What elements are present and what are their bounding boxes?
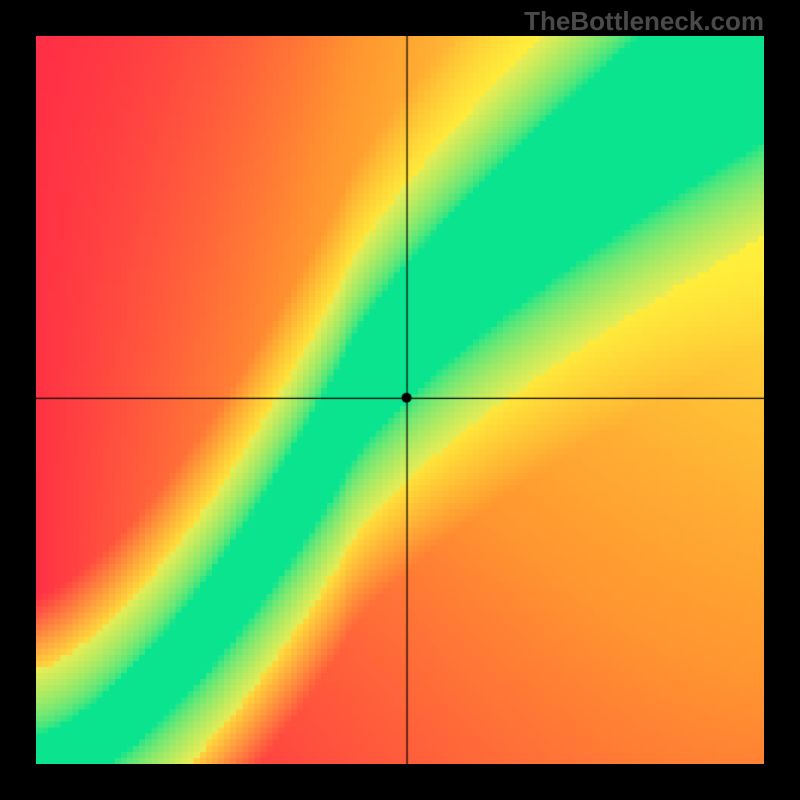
bottleneck-heatmap (36, 36, 764, 764)
chart-container: TheBottleneck.com (0, 0, 800, 800)
watermark-text: TheBottleneck.com (524, 6, 764, 37)
